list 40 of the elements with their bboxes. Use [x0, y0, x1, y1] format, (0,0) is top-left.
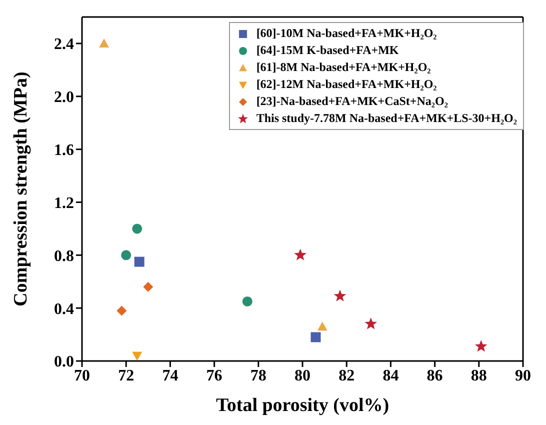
- x-tick-label: 80: [294, 367, 310, 384]
- y-tick-label: 0.8: [54, 248, 74, 265]
- point: [121, 250, 132, 260]
- x-tick-label: 88: [470, 367, 487, 384]
- x-tick-label: 86: [426, 367, 443, 384]
- point: [310, 332, 321, 342]
- y-tick-label: 1.6: [54, 142, 74, 159]
- point: [99, 38, 110, 48]
- x-axis-title: Total porosity (vol%): [216, 395, 390, 416]
- point: [132, 352, 142, 361]
- x-tick-label: 76: [206, 367, 222, 384]
- legend-label: [64]-15M K-based+FA+MK: [256, 43, 399, 58]
- point: [143, 282, 154, 292]
- y-tick-label: 1.2: [54, 194, 74, 212]
- y-tick-label: 0.0: [54, 354, 74, 371]
- x-tick-label: 70: [74, 367, 90, 384]
- point: [132, 224, 142, 234]
- point: [364, 317, 378, 330]
- point: [116, 306, 127, 316]
- x-tick-label: 82: [338, 367, 355, 384]
- y-tick-label: 0.4: [54, 300, 74, 318]
- legend-label: [60]-10M Na-based+FA+MK+H₂O₂: [256, 26, 437, 41]
- y-tick-label: 2.4: [54, 36, 74, 54]
- legend-label: This study-7.78M Na-based+FA+MK+LS-30+H₂O₂: [256, 111, 517, 126]
- point: [294, 248, 306, 260]
- y-tick-label: 2.0: [54, 89, 74, 106]
- x-tick-label: 84: [382, 367, 399, 384]
- point: [334, 290, 346, 302]
- point: [317, 322, 328, 331]
- legend-label: [23]-Na-based+FA+MK+CaSt+Na₂O₂: [256, 94, 448, 109]
- x-tick-label: 90: [515, 367, 531, 384]
- legend-label: [61]-8M Na-based+FA+MK+H₂O₂: [256, 60, 431, 75]
- y-axis-title: Compression strength (MPa): [10, 72, 32, 306]
- x-tick-label: 72: [118, 367, 134, 384]
- x-tick-label: 78: [250, 367, 266, 384]
- point: [134, 256, 144, 267]
- point: [242, 296, 252, 306]
- x-tick-label: 74: [162, 367, 178, 384]
- legend-label: [62]-12M Na-based+FA+MK+H₂O₂: [256, 77, 437, 92]
- point: [474, 340, 488, 352]
